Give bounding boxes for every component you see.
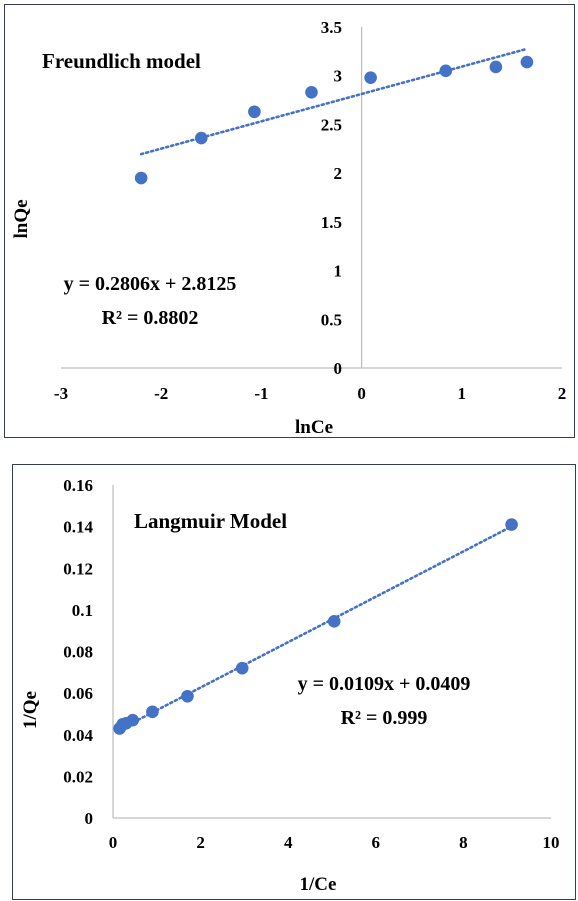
freundlich-y-tick-label: 0 <box>334 359 343 378</box>
freundlich-equation: y = 0.2806x + 2.8125 <box>64 273 237 295</box>
freundlich-chart-title: Freundlich model <box>42 49 201 73</box>
langmuir-x-axis-title: 1/Ce <box>300 874 337 895</box>
langmuir-y-tick-label: 0.02 <box>63 767 93 786</box>
freundlich-y-axis-title: lnQe <box>11 199 32 238</box>
langmuir-x-tick-label: 0 <box>109 833 118 852</box>
freundlich-y-tick-label: 1 <box>334 262 343 281</box>
freundlich-data-point <box>134 171 148 185</box>
freundlich-x-tick-label: 1 <box>458 384 467 403</box>
freundlich-x-tick-label: -2 <box>154 384 168 403</box>
langmuir-data-point <box>181 689 194 703</box>
langmuir-chart-title: Langmuir Model <box>134 509 287 533</box>
langmuir-y-tick-label: 0.04 <box>63 726 93 745</box>
freundlich-chart-panel: -3 -2 -1 0 1 2 0 0.5 1 1.5 2 2.5 3 3.5 Freundlich mode… <box>4 4 575 438</box>
freundlich-data-point <box>305 85 318 99</box>
freundlich-x-axis-title: lnCe <box>295 417 333 438</box>
langmuir-x-tick-label: 4 <box>284 833 293 852</box>
freundlich-y-tick-label: 3 <box>334 67 343 86</box>
langmuir-chart-panel: 0 2 4 6 8 10 0 0.02 0.04 0.06 0.08 0.1 0.12 0.14 0.16 L… <box>12 464 576 900</box>
langmuir-data-point <box>146 705 159 719</box>
langmuir-data-point <box>235 661 249 675</box>
langmuir-data-point <box>327 615 341 628</box>
langmuir-y-tick-label: 0 <box>85 809 94 828</box>
freundlich-data-point <box>489 60 503 74</box>
langmuir-y-axis-title: 1/Qe <box>20 691 41 729</box>
langmuir-chart: 0 2 4 6 8 10 0 0.02 0.04 0.06 0.08 0.1 0.12 0.14 0.16 L… <box>20 476 560 895</box>
langmuir-x-tick-label: 10 <box>543 833 560 852</box>
freundlich-y-tick-label: 2.5 <box>321 115 342 134</box>
freundlich-x-tick-label: -1 <box>254 384 268 403</box>
freundlich-x-tick-label: 0 <box>357 384 366 403</box>
freundlich-r-squared: R² = 0.8802 <box>102 307 199 329</box>
langmuir-y-tick-label: 0.12 <box>63 559 93 578</box>
freundlich-chart: -3 -2 -1 0 1 2 0 0.5 1 1.5 2 2.5 3 3.5 Freundlich mode… <box>11 18 567 438</box>
freundlich-data-point <box>248 105 261 119</box>
freundlich-data-point <box>364 71 377 84</box>
langmuir-equation: y = 0.0109x + 0.0409 <box>298 673 471 695</box>
freundlich-y-tick-label: 3.5 <box>321 18 342 37</box>
langmuir-x-tick-label: 2 <box>196 833 205 852</box>
freundlich-y-tick-label: 1.5 <box>321 213 342 232</box>
freundlich-y-tick-label: 0.5 <box>321 310 342 329</box>
langmuir-y-tick-label: 0.06 <box>63 684 93 703</box>
langmuir-x-tick-label: 8 <box>459 833 468 852</box>
langmuir-data-point <box>505 518 518 531</box>
langmuir-trendline <box>118 525 513 731</box>
langmuir-x-tick-label: 6 <box>372 833 381 852</box>
langmuir-data-point <box>126 713 140 727</box>
freundlich-data-point <box>439 64 453 78</box>
freundlich-data-point <box>520 55 534 69</box>
langmuir-r-squared: R² = 0.999 <box>341 707 428 729</box>
freundlich-x-tick-label: -3 <box>54 384 68 403</box>
langmuir-y-tick-label: 0.1 <box>72 601 93 620</box>
langmuir-y-tick-label: 0.14 <box>63 518 93 537</box>
langmuir-y-tick-label: 0.16 <box>63 476 93 495</box>
langmuir-y-tick-label: 0.08 <box>63 643 93 662</box>
freundlich-x-tick-label: 2 <box>558 384 567 403</box>
freundlich-y-tick-label: 2 <box>334 164 343 183</box>
freundlich-data-point <box>194 131 208 145</box>
